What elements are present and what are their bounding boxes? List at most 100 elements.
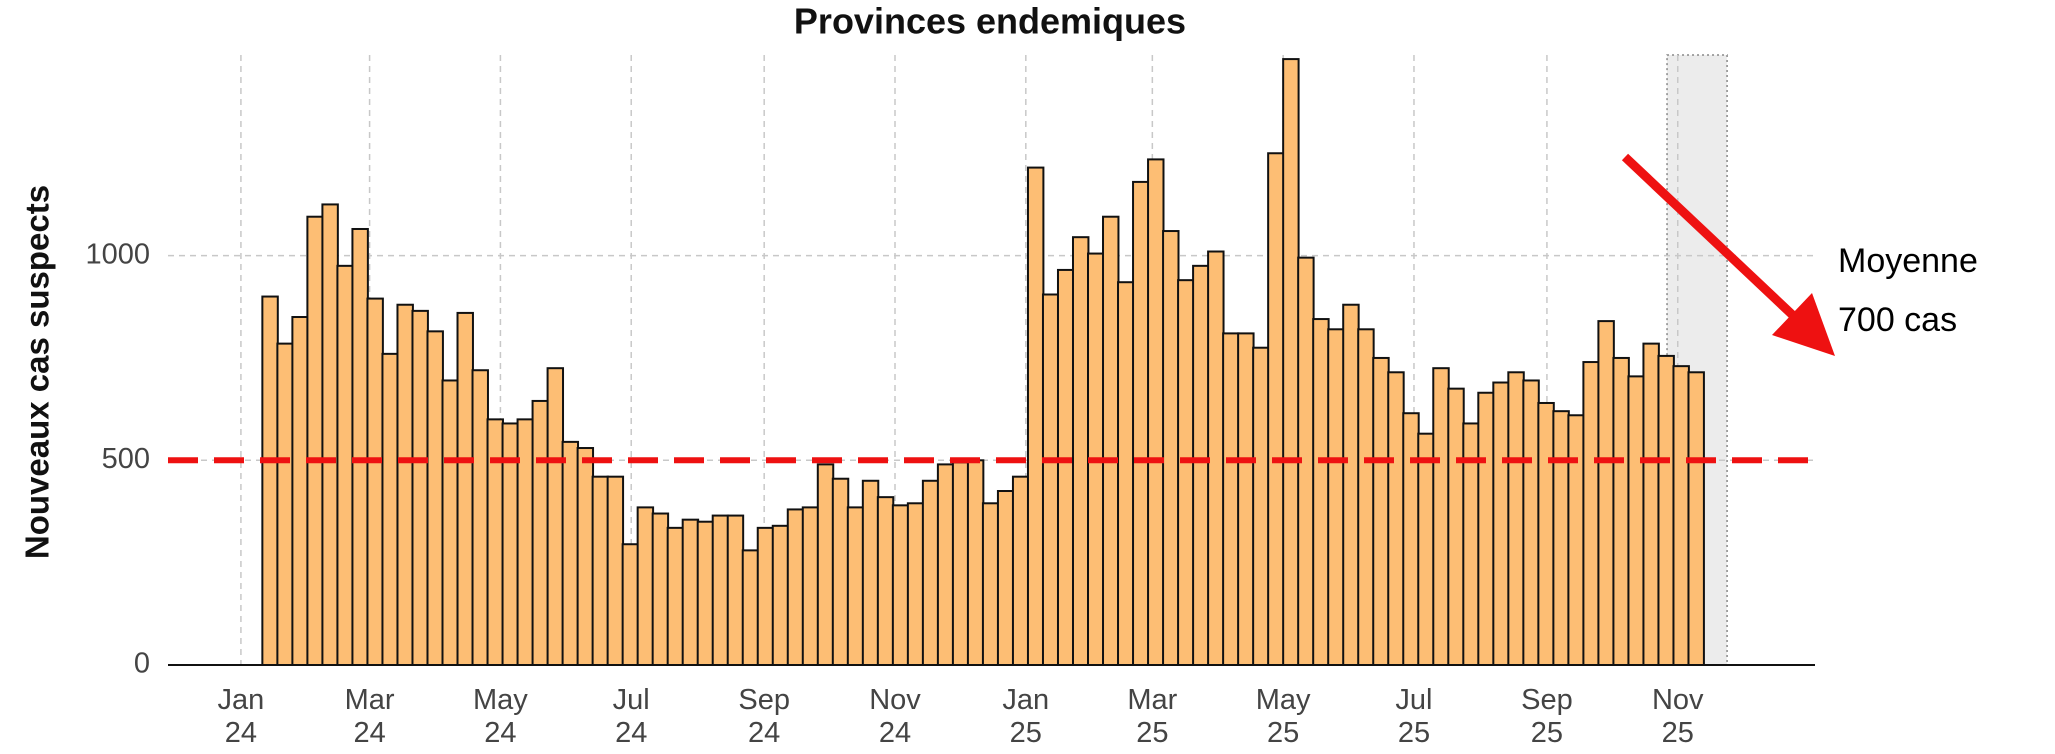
bar bbox=[1477, 391, 1495, 666]
bar bbox=[1162, 230, 1180, 666]
bar bbox=[471, 369, 489, 666]
bar bbox=[1312, 318, 1330, 666]
arrow-shaft bbox=[1621, 153, 1804, 326]
bar bbox=[1192, 264, 1210, 666]
bar bbox=[1447, 387, 1465, 666]
bar bbox=[966, 459, 985, 666]
bar bbox=[1147, 158, 1165, 666]
bar bbox=[981, 502, 1000, 667]
bar bbox=[726, 514, 745, 667]
bar bbox=[1537, 401, 1555, 666]
x-tick-label: Mar 25 bbox=[1127, 684, 1178, 749]
bar bbox=[1282, 58, 1300, 667]
bar bbox=[561, 440, 580, 666]
bar bbox=[621, 543, 640, 667]
bar bbox=[576, 447, 595, 666]
bar bbox=[1387, 371, 1405, 666]
bar bbox=[441, 379, 459, 666]
bar bbox=[891, 504, 910, 666]
x-tick-label: May 24 bbox=[472, 684, 528, 749]
bar bbox=[1357, 328, 1375, 666]
bar bbox=[801, 506, 820, 666]
bar bbox=[321, 203, 339, 666]
chart-title: Provinces endemiques bbox=[794, 1, 1186, 42]
bar bbox=[1582, 361, 1600, 666]
bar bbox=[1567, 414, 1585, 666]
bar bbox=[816, 463, 835, 666]
y-tick-label: 1000 bbox=[85, 238, 150, 270]
bar bbox=[1026, 166, 1045, 666]
bar bbox=[366, 297, 384, 666]
bar bbox=[1642, 342, 1660, 666]
bar bbox=[1207, 250, 1225, 666]
bar bbox=[651, 512, 670, 667]
bar bbox=[1432, 367, 1450, 666]
annotation: Moyenne 700 cas bbox=[1838, 242, 1978, 339]
bar bbox=[696, 520, 715, 667]
y-axis-label: Nouveaux cas suspects bbox=[19, 185, 56, 559]
bar bbox=[1102, 215, 1120, 667]
bar bbox=[1522, 379, 1540, 666]
bar bbox=[1327, 328, 1345, 666]
bar bbox=[1627, 375, 1645, 666]
bar bbox=[531, 399, 550, 666]
y-tick-label: 500 bbox=[102, 443, 150, 475]
x-tick-label: Sep 25 bbox=[1521, 684, 1573, 749]
bar bbox=[606, 475, 625, 666]
bar bbox=[936, 463, 955, 666]
bar bbox=[1117, 281, 1135, 666]
bar bbox=[951, 461, 970, 666]
bar bbox=[336, 264, 354, 666]
bar bbox=[786, 508, 805, 666]
bar bbox=[996, 490, 1015, 666]
bar bbox=[1552, 410, 1570, 666]
bar bbox=[456, 311, 474, 666]
x-tick-label: Jan 25 bbox=[1002, 684, 1050, 749]
bar bbox=[396, 303, 414, 666]
bar bbox=[1011, 475, 1030, 666]
bar bbox=[711, 514, 730, 667]
y-tick-label: 0 bbox=[134, 648, 150, 680]
bar bbox=[1252, 346, 1270, 666]
bar bbox=[291, 316, 309, 666]
x-tick-label: Nov 25 bbox=[1651, 684, 1704, 749]
bar bbox=[276, 342, 294, 666]
bar bbox=[1071, 236, 1090, 666]
bar bbox=[516, 418, 534, 667]
x-tick-label: Sep 24 bbox=[738, 684, 790, 749]
bar bbox=[546, 367, 565, 666]
bar bbox=[1597, 320, 1615, 666]
bar bbox=[1177, 279, 1195, 666]
x-tick-label: Nov 24 bbox=[869, 684, 921, 749]
bar bbox=[1132, 180, 1150, 666]
bar bbox=[351, 227, 369, 666]
bar bbox=[1372, 356, 1390, 666]
bar bbox=[1342, 303, 1360, 666]
bar bbox=[1612, 356, 1630, 666]
bar bbox=[1041, 293, 1060, 666]
bar bbox=[636, 506, 655, 666]
bar bbox=[741, 549, 760, 667]
bar bbox=[1267, 152, 1285, 666]
bar bbox=[261, 295, 279, 666]
x-tick-label: Jul 24 bbox=[612, 684, 650, 749]
bar bbox=[861, 479, 880, 667]
bar bbox=[306, 215, 324, 667]
bar bbox=[1492, 381, 1510, 666]
bar bbox=[1237, 332, 1255, 666]
bar bbox=[1402, 412, 1420, 666]
bar bbox=[876, 496, 895, 666]
bar bbox=[486, 418, 504, 667]
bar bbox=[771, 524, 790, 666]
bar bbox=[1417, 432, 1435, 667]
x-tick-label: Jul 25 bbox=[1395, 684, 1433, 749]
arrow-head bbox=[1772, 293, 1835, 356]
bar bbox=[591, 475, 610, 666]
x-tick-label: May 25 bbox=[1255, 684, 1311, 749]
bar bbox=[1687, 371, 1705, 666]
bar bbox=[681, 518, 700, 666]
bar bbox=[1056, 268, 1075, 666]
bar bbox=[1672, 365, 1690, 666]
